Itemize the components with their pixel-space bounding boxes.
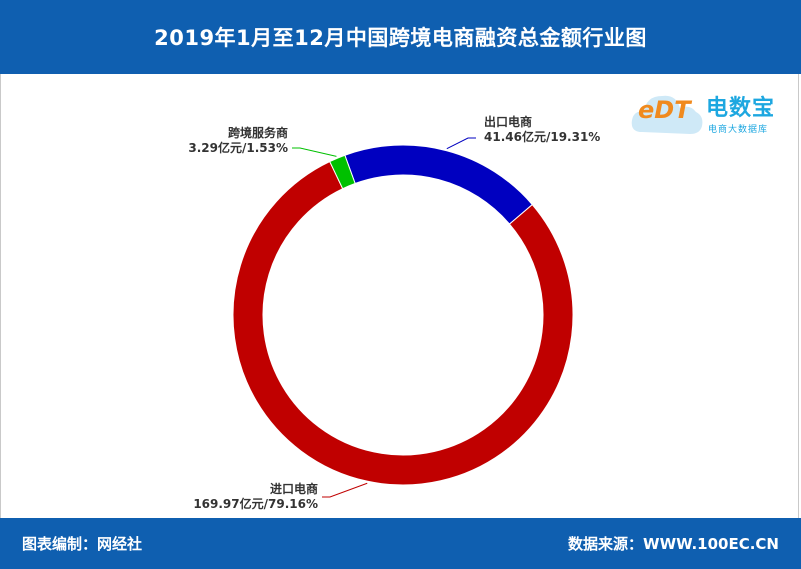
- slice-value-label: 3.29亿元/1.53%: [188, 140, 288, 155]
- leader-line: [322, 482, 368, 498]
- footer-credit: 图表编制：网经社: [22, 535, 143, 553]
- slice-name-label: 出口电商: [484, 114, 532, 129]
- footer-bar: 图表编制：网经社 数据来源：WWW.100EC.CN: [0, 518, 801, 569]
- donut-slice: [329, 154, 356, 190]
- logo-name: 电数宝: [706, 96, 776, 121]
- brand-logo: eDT 电数宝 电商大数据库: [628, 82, 794, 144]
- cloud-icon: [631, 95, 703, 134]
- donut-slice: [232, 160, 574, 486]
- header-bar: 2019年1月至12月中国跨境电商融资总金额行业图: [0, 0, 801, 74]
- leader-line: [292, 147, 337, 157]
- donut-slice: [344, 144, 533, 225]
- logo-mark: eDT: [638, 96, 691, 124]
- slice-name-label: 进口电商: [270, 481, 318, 496]
- slice-value-label: 169.97亿元/79.16%: [193, 496, 318, 511]
- slice-name-label: 跨境服务商: [228, 125, 288, 140]
- slice-value-label: 41.46亿元/19.31%: [484, 129, 600, 144]
- chart-title: 2019年1月至12月中国跨境电商融资总金额行业图: [154, 26, 647, 50]
- footer-source: 数据来源：WWW.100EC.CN: [568, 535, 779, 553]
- logo-subtitle: 电商大数据库: [708, 125, 769, 135]
- leader-line: [446, 137, 476, 150]
